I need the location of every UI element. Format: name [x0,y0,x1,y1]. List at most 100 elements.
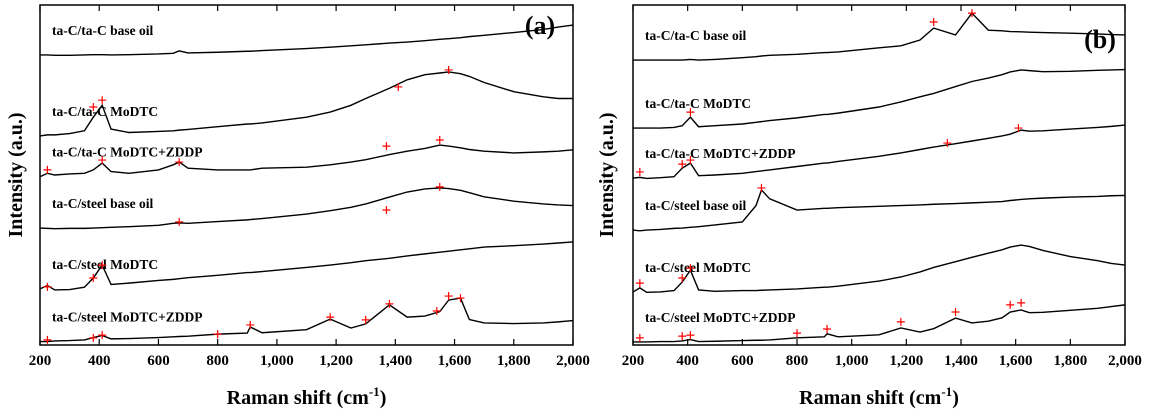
x-tick-label: 1,400 [944,353,978,369]
peak-marker [967,9,976,18]
peak-marker [394,82,403,91]
spectrum-line [39,144,574,178]
peak-marker [1006,300,1015,309]
peak-marker [678,274,687,283]
x-axis-title-end: ) [952,387,959,409]
peak-marker [89,274,98,283]
peak-marker [929,18,938,26]
peak-marker [435,182,444,191]
series-label: ta-C/ta-C base oil [52,23,153,38]
peak-marker [326,313,335,322]
peak-marker [43,335,52,344]
plot-frame [632,4,1126,346]
peak-marker [435,135,444,144]
peak-marker [635,167,644,176]
peak-marker [456,294,465,303]
x-tick-label: 600 [731,353,754,369]
panel-label: (a) [525,11,555,40]
y-axis-title: Intensity (a.u.) [5,112,27,237]
x-tick-label: 200 [622,353,645,369]
x-tick-label: 1,200 [319,353,353,369]
peak-marker [175,158,184,167]
peak-marker [89,103,98,111]
series-label: ta-C/ta-C base oil [645,28,746,43]
peak-marker [213,330,222,339]
y-axis-title: Intensity (a.u.) [596,112,618,237]
spectrum-line [40,297,574,343]
series-label: ta-C/steel MoDTC [645,260,751,275]
panel-label: (b) [1084,25,1116,54]
plot-frame [39,4,574,346]
series-label: ta-C/steel base oil [52,196,153,211]
peak-marker [635,279,644,288]
peak-marker [686,264,695,273]
peak-marker [175,217,184,226]
peak-marker [1014,124,1023,133]
spectrum-line [39,187,574,230]
x-axis-title-end: ) [380,387,387,409]
peak-marker [951,308,960,317]
spectrum-line [633,12,1126,61]
series-label: ta-C/steel MoDTC+ZDDP [52,310,203,325]
peak-marker [98,156,107,165]
x-tick-label: 1,200 [889,353,923,369]
x-tick-label: 400 [88,353,111,369]
peak-marker [89,333,98,342]
peak-marker [382,142,391,151]
x-tick-label: 400 [676,353,699,369]
x-axis-title-text: Raman shift (cm [799,387,942,409]
x-tick-label: 1,600 [999,353,1033,369]
x-tick-label: 1,400 [378,353,412,369]
peak-marker [444,65,453,74]
peak-marker [635,333,644,342]
peak-marker [686,331,695,340]
x-tick-label: 2,000 [1108,353,1142,369]
panel: 200 400 600 800 1,000 1,200 1,400 1,600 1,800 2,0… [5,4,590,409]
peak-marker [444,292,453,301]
series-label: ta-C/steel base oil [645,198,746,213]
peak-marker [678,332,687,341]
spectrum-line [40,24,574,57]
x-tick-label: 200 [29,353,52,369]
x-tick-label: 2,000 [556,353,590,369]
peak-marker [1017,298,1026,307]
x-axis-title-text: Raman shift (cm [227,387,370,409]
spectrum-line [632,124,1126,180]
spectrum-line [633,68,1126,129]
series-label: ta-C/ta-C MoDTC [52,104,158,119]
peak-marker [382,206,391,215]
series-label: ta-C/ta-C MoDTC+ZDDP [52,145,203,160]
x-tick-label: 600 [147,353,170,369]
peak-marker [98,96,107,105]
x-tick-label: 1,600 [438,353,472,369]
peak-marker [757,183,766,192]
peak-marker [823,325,832,334]
x-tick-label: 800 [786,353,809,369]
x-tick-label: 800 [206,353,229,369]
x-axis-title: Raman shift (cm-1) [799,384,959,409]
peak-marker [678,160,687,169]
peak-marker [896,317,905,326]
spectrum-line [39,71,573,137]
peak-marker [686,156,695,165]
peak-marker [361,315,370,324]
x-axis-title: Raman shift (cm-1) [227,384,387,409]
peak-marker [98,261,107,270]
x-axis-title-sup: -1 [369,384,380,399]
peak-marker [43,165,52,174]
series-label: ta-C/steel MoDTC+ZDDP [645,310,796,325]
panel: 200 400 600 800 1,000 1,200 1,400 1,600 1,800 2,0… [596,4,1142,409]
spectrum-line [633,304,1126,343]
peak-marker [246,320,255,329]
peak-marker [385,299,394,308]
series-label: ta-C/ta-C MoDTC+ZDDP [645,146,796,161]
peak-marker [686,108,695,117]
peak-marker [43,282,52,291]
x-tick-label: 1,000 [835,353,869,369]
peak-marker [98,331,107,340]
peak-marker [793,329,801,338]
spectrum-line [39,241,574,291]
peak-marker [943,139,952,148]
spectrum-line [632,188,1126,232]
